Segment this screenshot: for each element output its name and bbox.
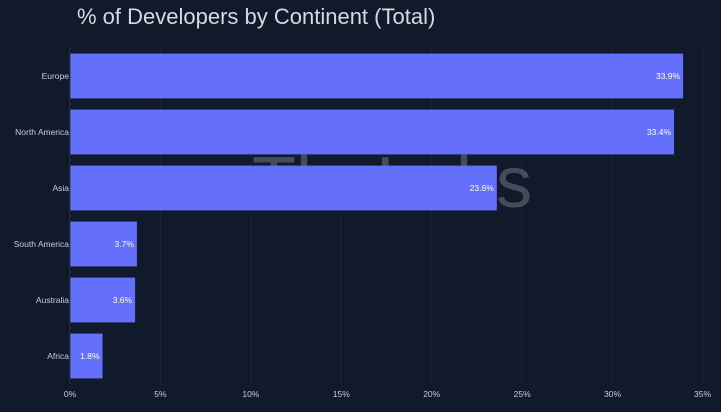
x-tick-label: 20% [423,389,440,399]
category-labels: Europe North America Asia South America Aust… [14,71,70,361]
x-tick-label: 10% [242,389,259,399]
x-tick-label: 5% [154,389,167,399]
data-label: 33.9% [656,71,681,81]
category-label: Australia [36,295,69,305]
x-tick-label: 35% [694,389,711,399]
category-label: Asia [52,183,69,193]
data-label: 1.8% [80,351,100,361]
category-label: Africa [47,351,69,361]
bar-africa [70,333,103,379]
bar-australia [70,277,136,323]
bars [70,53,684,379]
data-label: 23.6% [470,183,495,193]
data-label: 3.7% [115,239,135,249]
data-label: 33.4% [647,127,672,137]
bar-europe [70,53,684,99]
x-tick-label: 25% [514,389,531,399]
x-tick-label: 15% [333,389,350,399]
category-label: South America [14,239,70,249]
category-label: North America [15,127,69,137]
category-label: Europe [42,71,70,81]
gridlines [159,48,704,384]
data-label: 3.6% [113,295,133,305]
chart-title: % of Developers by Continent (Total) [77,4,436,29]
bar-asia [70,165,497,211]
x-tick-label: 30% [604,389,621,399]
bar-north-america [70,109,675,155]
data-labels: 33.9% 33.4% 23.6% 3.7% 3.6% 1.8% [80,71,680,361]
bar-south-america [70,221,137,267]
x-tick-labels: 0% 5% 10% 15% 20% 25% 30% 35% [64,389,712,399]
x-tick-label: 0% [64,389,77,399]
